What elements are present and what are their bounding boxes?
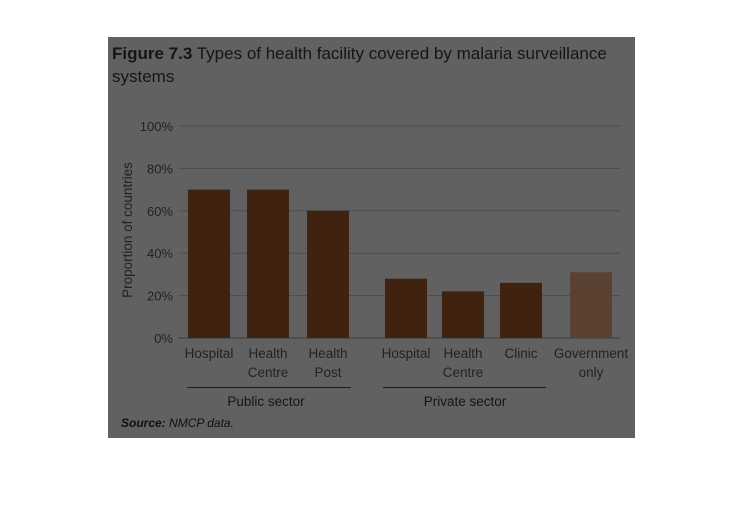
category-label: Hospital xyxy=(185,346,234,361)
group-brackets: Public sector Private sector xyxy=(187,387,546,409)
figure-title: Figure 7.3 Types of health facility cove… xyxy=(112,42,627,88)
y-tick-label: 100% xyxy=(140,119,174,134)
bar xyxy=(500,282,542,338)
y-axis-ticks: 0% 20% 40% 60% 80% 100% xyxy=(140,119,174,346)
y-tick-label: 60% xyxy=(147,204,173,219)
source-note: Source: NMCP data. xyxy=(121,416,234,430)
figure-title-text: Types of health facility covered by mala… xyxy=(112,44,607,86)
x-axis-labels: Hospital Health Centre Health Post Hospital He… xyxy=(185,346,629,380)
y-tick-label: 80% xyxy=(147,161,173,176)
y-axis-title: Proportion of countries xyxy=(120,162,135,298)
bars xyxy=(188,189,612,338)
figure-label: Figure 7.3 xyxy=(112,44,193,63)
bar xyxy=(570,272,612,338)
bar xyxy=(247,189,289,338)
category-label: Health Post xyxy=(308,346,347,380)
category-label: Clinic xyxy=(504,346,537,361)
source-label: Source: xyxy=(121,416,166,430)
bar xyxy=(307,210,349,338)
y-tick-label: 0% xyxy=(154,331,173,346)
bar xyxy=(188,189,230,338)
y-tick-label: 20% xyxy=(147,289,173,304)
bar xyxy=(442,291,484,338)
category-label: Hospital xyxy=(382,346,431,361)
source-text: NMCP data. xyxy=(169,416,234,430)
group-label: Public sector xyxy=(227,394,305,409)
category-label: Government only xyxy=(554,346,629,380)
category-label: Health Centre xyxy=(443,346,484,380)
y-tick-label: 40% xyxy=(147,246,173,261)
category-label: Health Centre xyxy=(248,346,289,380)
bar xyxy=(385,278,427,338)
group-label: Private sector xyxy=(424,394,507,409)
